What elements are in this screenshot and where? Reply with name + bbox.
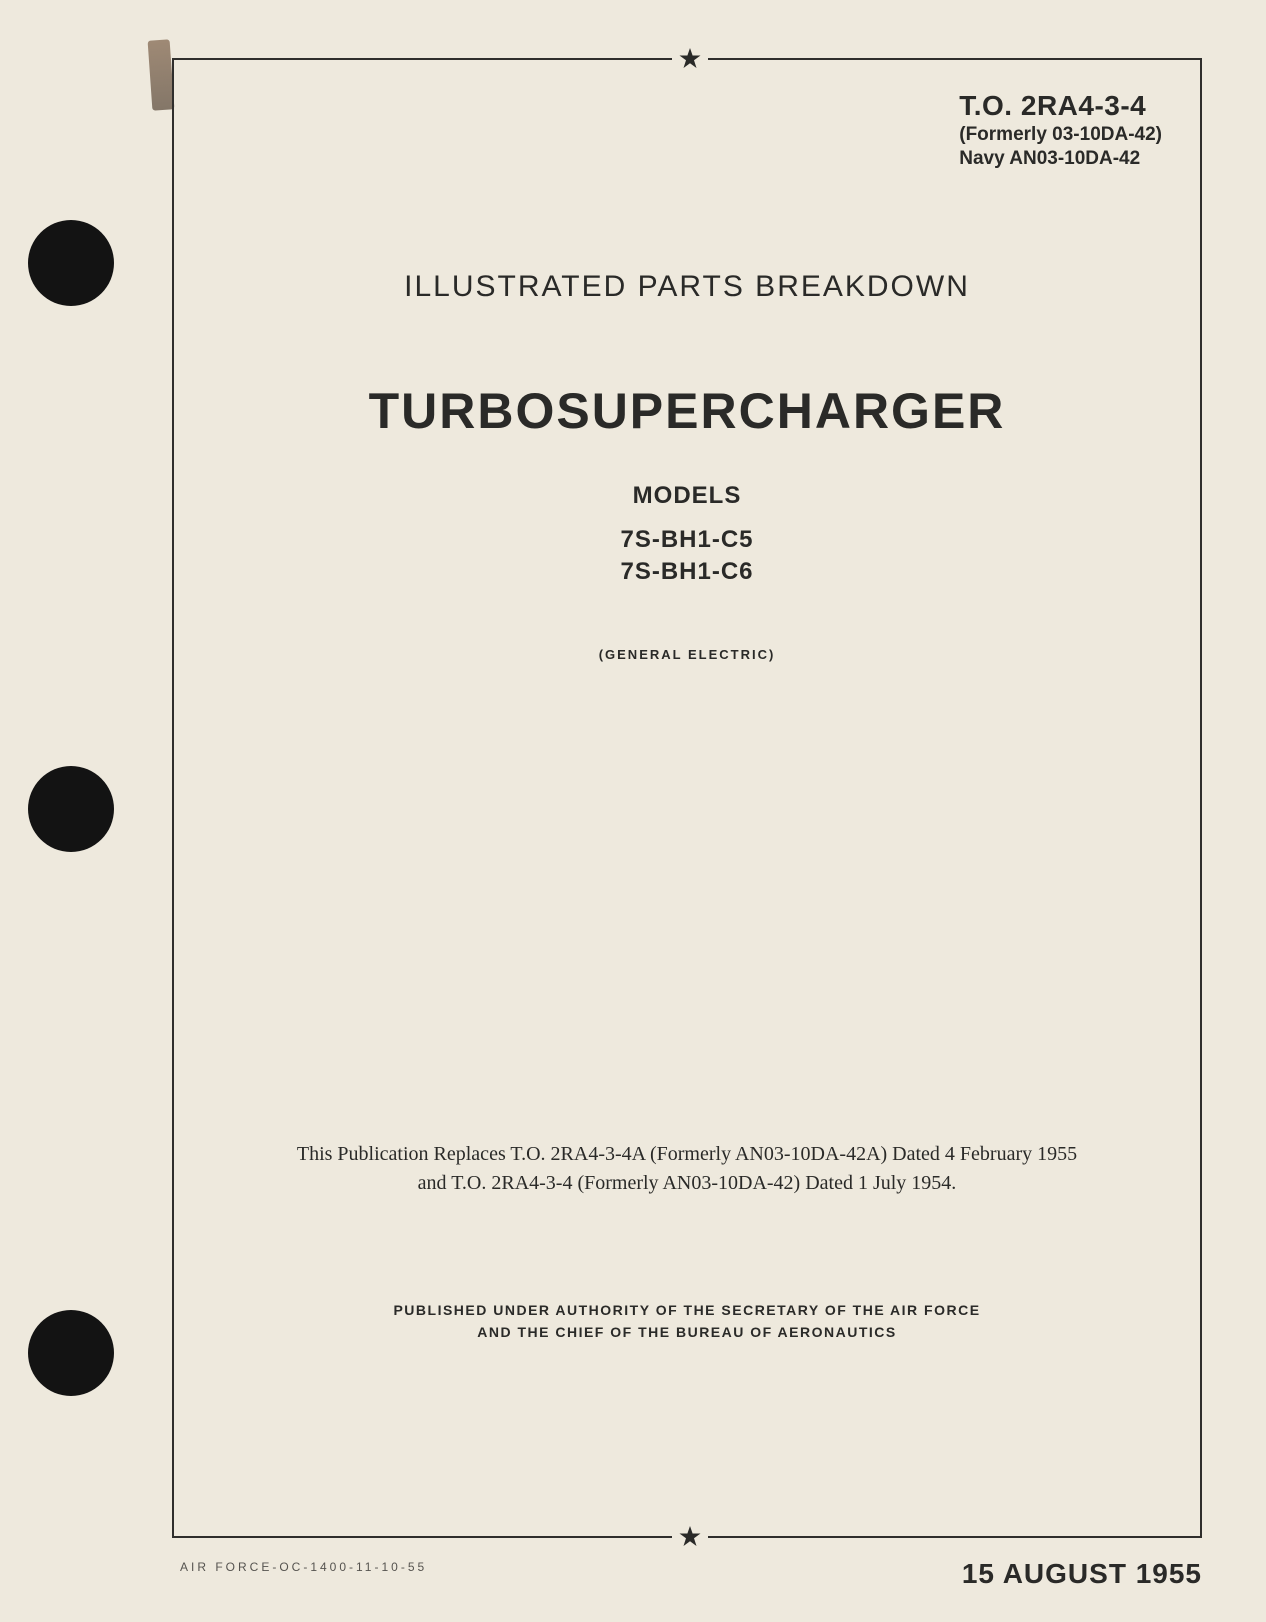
manufacturer: (GENERAL ELECTRIC) xyxy=(172,647,1202,662)
binding-staple xyxy=(148,39,175,110)
footer-date: 15 AUGUST 1955 xyxy=(962,1558,1202,1590)
models-label: MODELS xyxy=(172,482,1202,510)
punch-hole xyxy=(28,766,114,852)
star-icon xyxy=(672,1525,708,1549)
authority-line: PUBLISHED UNDER AUTHORITY OF THE SECRETA… xyxy=(393,1302,980,1318)
document-id-block: T.O. 2RA4-3-4 (Formerly 03-10DA-42) Navy… xyxy=(959,88,1162,171)
doc-id-former: (Formerly 03-10DA-42) xyxy=(959,123,1162,147)
ipb-title: ILLUSTRATED PARTS BREAKDOWN xyxy=(172,270,1202,304)
authority-line: AND THE CHIEF OF THE BUREAU OF AERONAUTI… xyxy=(477,1324,896,1340)
authority-note: PUBLISHED UNDER AUTHORITY OF THE SECRETA… xyxy=(172,1300,1202,1343)
replaces-note: This Publication Replaces T.O. 2RA4-3-4A… xyxy=(172,1140,1202,1198)
replaces-line: and T.O. 2RA4-3-4 (Formerly AN03-10DA-42… xyxy=(418,1172,957,1194)
doc-id-navy: Navy AN03-10DA-42 xyxy=(959,147,1162,171)
doc-id-main: T.O. 2RA4-3-4 xyxy=(959,88,1162,123)
replaces-line: This Publication Replaces T.O. 2RA4-3-4A… xyxy=(297,1143,1077,1165)
main-title: TURBOSUPERCHARGER xyxy=(172,382,1202,440)
document-page: T.O. 2RA4-3-4 (Formerly 03-10DA-42) Navy… xyxy=(0,0,1266,1622)
model-number: 7S-BH1-C6 xyxy=(172,556,1202,588)
title-block: ILLUSTRATED PARTS BREAKDOWN TURBOSUPERCH… xyxy=(172,270,1202,662)
punch-hole xyxy=(28,220,114,306)
model-number: 7S-BH1-C5 xyxy=(172,524,1202,556)
footer-print-code: AIR FORCE-OC-1400-11-10-55 xyxy=(180,1560,427,1574)
punch-hole xyxy=(28,1310,114,1396)
star-icon xyxy=(672,47,708,71)
